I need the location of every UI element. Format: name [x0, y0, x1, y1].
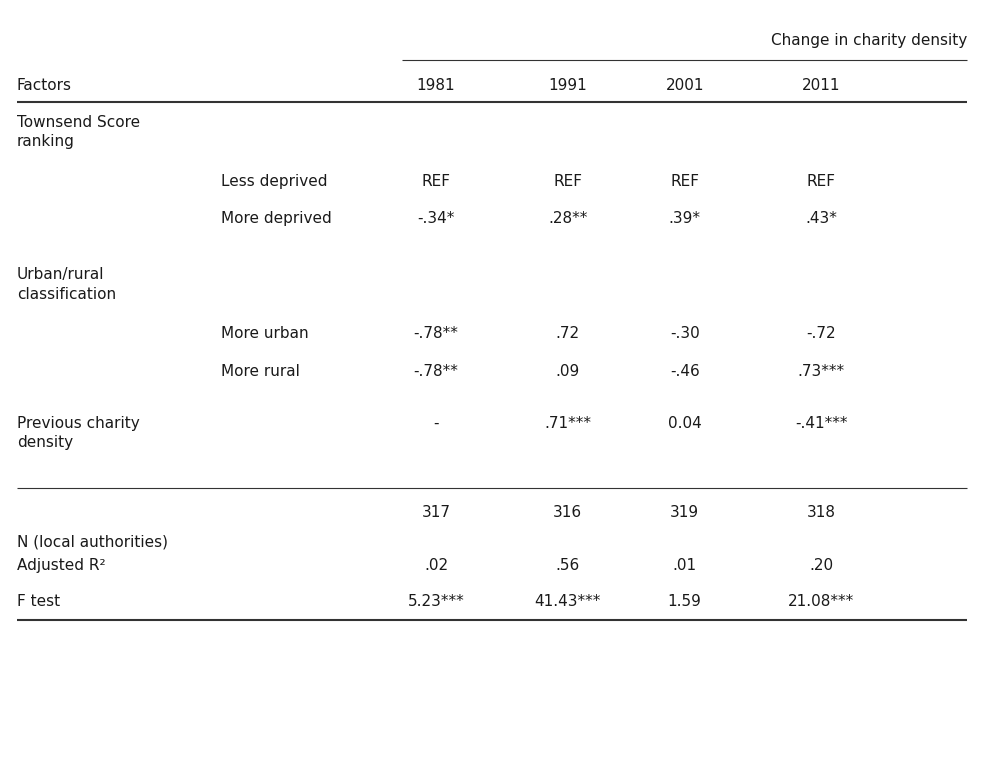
Text: More urban: More urban — [222, 326, 310, 341]
Text: More rural: More rural — [222, 363, 301, 378]
Text: 1981: 1981 — [416, 77, 455, 92]
Text: Adjusted R²: Adjusted R² — [17, 559, 105, 573]
Text: 317: 317 — [421, 505, 451, 520]
Text: 0.04: 0.04 — [668, 416, 701, 431]
Text: 319: 319 — [671, 505, 699, 520]
Text: -.41***: -.41*** — [795, 416, 848, 431]
Text: REF: REF — [421, 174, 451, 189]
Text: Urban/rural
classification: Urban/rural classification — [17, 267, 116, 302]
Text: 316: 316 — [553, 505, 583, 520]
Text: Factors: Factors — [17, 77, 71, 92]
Text: .20: .20 — [809, 559, 833, 573]
Text: REF: REF — [807, 174, 836, 189]
Text: 41.43***: 41.43*** — [534, 594, 601, 609]
Text: 21.08***: 21.08*** — [788, 594, 854, 609]
Text: REF: REF — [671, 174, 699, 189]
Text: -.78**: -.78** — [413, 363, 459, 378]
Text: REF: REF — [553, 174, 583, 189]
Text: Townsend Score
ranking: Townsend Score ranking — [17, 115, 139, 149]
Text: .09: .09 — [556, 363, 580, 378]
Text: .43*: .43* — [805, 211, 837, 226]
Text: -.72: -.72 — [806, 326, 836, 341]
Text: 318: 318 — [807, 505, 836, 520]
Text: 1991: 1991 — [548, 77, 587, 92]
Text: -.46: -.46 — [670, 363, 699, 378]
Text: .02: .02 — [424, 559, 448, 573]
Text: -.30: -.30 — [670, 326, 699, 341]
Text: .01: .01 — [673, 559, 696, 573]
Text: 1.59: 1.59 — [668, 594, 701, 609]
Text: .56: .56 — [556, 559, 580, 573]
Text: .71***: .71*** — [544, 416, 591, 431]
Text: .73***: .73*** — [797, 363, 845, 378]
Text: 2011: 2011 — [802, 77, 841, 92]
Text: -: - — [433, 416, 439, 431]
Text: -.78**: -.78** — [413, 326, 459, 341]
Text: N (local authorities): N (local authorities) — [17, 534, 168, 550]
Text: 5.23***: 5.23*** — [407, 594, 465, 609]
Text: 2001: 2001 — [666, 77, 704, 92]
Text: -.34*: -.34* — [417, 211, 455, 226]
Text: More deprived: More deprived — [222, 211, 332, 226]
Text: .39*: .39* — [669, 211, 700, 226]
Text: .72: .72 — [556, 326, 580, 341]
Text: Change in charity density: Change in charity density — [771, 33, 967, 48]
Text: Less deprived: Less deprived — [222, 174, 328, 189]
Text: .28**: .28** — [548, 211, 587, 226]
Text: F test: F test — [17, 594, 59, 609]
Text: Previous charity
density: Previous charity density — [17, 416, 139, 450]
